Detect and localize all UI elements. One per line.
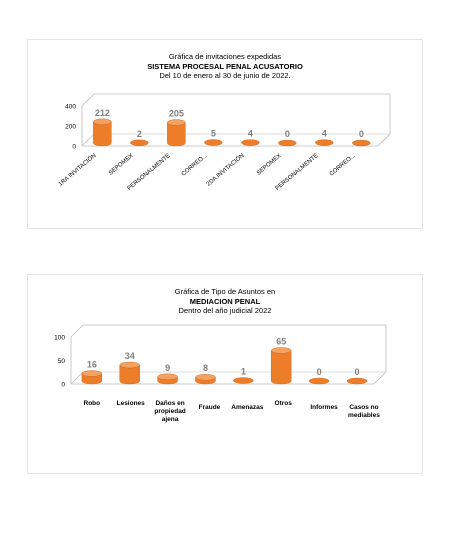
category-label: Fraude — [199, 404, 221, 411]
bar-top — [195, 374, 216, 381]
bar-top — [81, 370, 103, 377]
chart-frame — [81, 93, 391, 147]
category-label: Otros — [275, 400, 293, 407]
y-tick-label: 50 — [58, 358, 66, 365]
category-label: CORREO... — [181, 153, 209, 178]
category-label: PERSONALMENTE — [275, 153, 320, 192]
data-label: 9 — [165, 363, 170, 373]
bar-top — [204, 139, 223, 146]
category-label: Informes — [310, 404, 338, 411]
bar-body — [271, 350, 292, 385]
bar-top — [130, 139, 149, 147]
category-label: Amenazas — [231, 404, 264, 411]
bar-top — [157, 373, 178, 380]
bar-body — [167, 122, 186, 147]
chart-title-line2: SISTEMA PROCESAL PENAL ACUSATORIO — [147, 61, 303, 71]
floor-side-line — [70, 371, 84, 385]
bar-top — [308, 377, 330, 385]
data-label: 65 — [276, 336, 286, 346]
data-label: 4 — [248, 129, 253, 139]
bar-top — [346, 377, 368, 385]
data-label: 5 — [211, 129, 216, 139]
category-label: Casos no mediables — [348, 404, 380, 419]
category-label: Daños en propiedad ajena — [154, 400, 185, 423]
y-tick-label: 0 — [72, 144, 76, 151]
data-label: 1 — [241, 367, 246, 377]
chart-title-line2: MEDIACION PENAL — [189, 296, 261, 306]
y-tick-label: 100 — [54, 335, 65, 342]
chart-title-block: Gráfica de invitaciones expedidas SISTEM… — [28, 52, 422, 81]
data-label: 0 — [359, 129, 364, 139]
chart-title-block: Gráfica de Tipo de Asuntos en MEDIACION … — [28, 287, 422, 316]
data-label: 4 — [322, 129, 327, 139]
bar-top — [167, 119, 186, 126]
category-label: Lesiones — [117, 400, 146, 407]
bar-top — [271, 347, 292, 354]
bar-top — [93, 118, 112, 126]
data-label: 8 — [203, 363, 208, 373]
chart-panel-invitaciones: Gráfica de invitaciones expedidas SISTEM… — [28, 40, 422, 228]
category-label: SEPOMEX — [108, 153, 135, 177]
category-label: SEPOMEX — [256, 153, 283, 177]
category-label: 2DA INVITACIÓN — [205, 152, 245, 188]
y-tick-label: 200 — [65, 124, 76, 131]
bar-top — [278, 139, 297, 147]
data-label: 34 — [125, 351, 135, 361]
chart-title-line3: Del 10 de enero al 30 de junio de 2022. — [159, 71, 291, 80]
data-label: 0 — [317, 367, 322, 377]
data-label: 205 — [169, 109, 184, 119]
data-label: 16 — [87, 359, 97, 369]
y-tick-label: 400 — [65, 104, 76, 111]
chart-panel-mediacion: Gráfica de Tipo de Asuntos en MEDIACION … — [28, 275, 422, 473]
chart-frame — [70, 324, 387, 385]
category-label: Robo — [84, 400, 101, 407]
data-label: 0 — [285, 129, 290, 139]
floor-side-line — [81, 133, 95, 147]
bar-top — [352, 139, 371, 147]
data-label: 212 — [95, 108, 110, 118]
data-label: 2 — [137, 129, 142, 139]
chart-title-line1: Gráfica de invitaciones expedidas — [168, 52, 282, 61]
category-label: CORREO... — [329, 153, 357, 178]
bar-top — [241, 139, 260, 146]
bar-top — [233, 377, 254, 384]
bar-body — [93, 121, 112, 147]
chart-title-line1: Gráfica de Tipo de Asuntos en — [174, 287, 276, 296]
y-tick-label: 0 — [61, 382, 65, 389]
bar-top — [119, 361, 140, 369]
bar-top — [315, 139, 334, 146]
data-label: 0 — [354, 367, 359, 377]
category-label: PERSONALMENTE — [127, 153, 172, 192]
chart-title-line3: Dentro del año judicial 2022 — [178, 306, 272, 315]
category-label: 1RA INVITACIÓN — [57, 152, 97, 188]
